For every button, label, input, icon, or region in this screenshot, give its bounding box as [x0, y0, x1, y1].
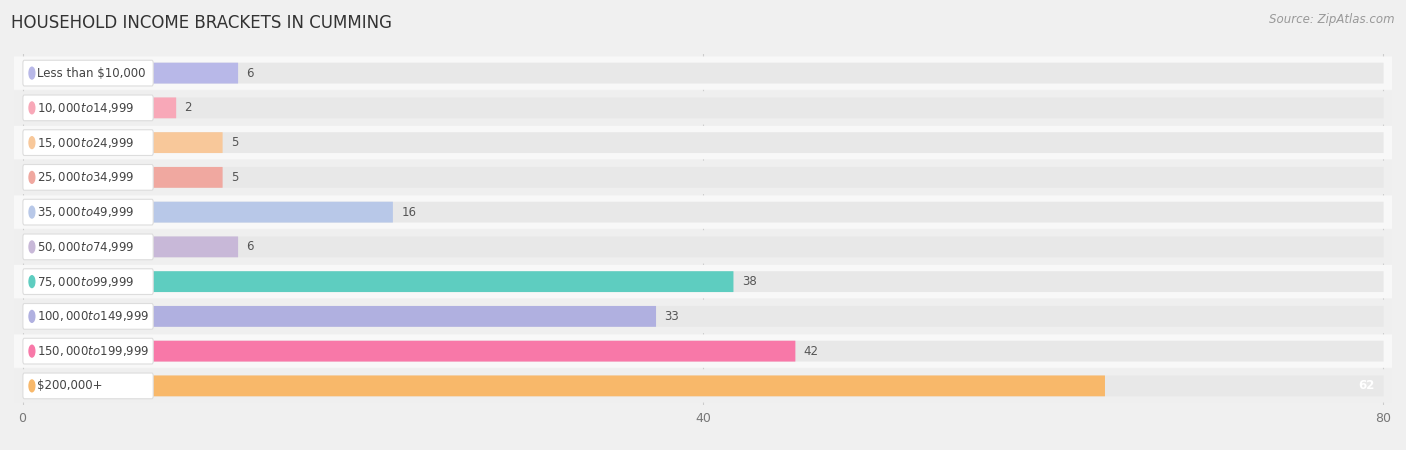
Text: 6: 6 — [246, 67, 254, 80]
Text: $15,000 to $24,999: $15,000 to $24,999 — [37, 135, 135, 149]
FancyBboxPatch shape — [145, 341, 796, 361]
Circle shape — [30, 276, 35, 288]
FancyBboxPatch shape — [22, 60, 153, 86]
Circle shape — [30, 241, 35, 253]
Text: 6: 6 — [246, 240, 254, 253]
FancyBboxPatch shape — [14, 161, 1392, 194]
Text: $25,000 to $34,999: $25,000 to $34,999 — [37, 171, 135, 184]
FancyBboxPatch shape — [22, 234, 153, 260]
FancyBboxPatch shape — [145, 202, 392, 223]
Text: 42: 42 — [804, 345, 818, 358]
FancyBboxPatch shape — [145, 271, 734, 292]
Text: 16: 16 — [401, 206, 416, 219]
FancyBboxPatch shape — [145, 202, 1384, 223]
FancyBboxPatch shape — [14, 334, 1392, 368]
FancyBboxPatch shape — [145, 306, 657, 327]
Text: 38: 38 — [742, 275, 756, 288]
FancyBboxPatch shape — [145, 236, 238, 257]
Text: 33: 33 — [665, 310, 679, 323]
FancyBboxPatch shape — [145, 132, 1384, 153]
FancyBboxPatch shape — [14, 230, 1392, 264]
Circle shape — [30, 171, 35, 183]
FancyBboxPatch shape — [14, 265, 1392, 298]
Text: 5: 5 — [231, 171, 239, 184]
Circle shape — [30, 310, 35, 322]
Text: Less than $10,000: Less than $10,000 — [37, 67, 146, 80]
FancyBboxPatch shape — [145, 63, 238, 84]
FancyBboxPatch shape — [14, 56, 1392, 90]
Circle shape — [30, 137, 35, 148]
FancyBboxPatch shape — [22, 165, 153, 190]
Text: 62: 62 — [1358, 379, 1374, 392]
Circle shape — [30, 102, 35, 114]
FancyBboxPatch shape — [22, 303, 153, 329]
FancyBboxPatch shape — [22, 199, 153, 225]
FancyBboxPatch shape — [22, 373, 153, 399]
Circle shape — [30, 380, 35, 392]
Text: HOUSEHOLD INCOME BRACKETS IN CUMMING: HOUSEHOLD INCOME BRACKETS IN CUMMING — [11, 14, 392, 32]
Text: $200,000+: $200,000+ — [37, 379, 103, 392]
Circle shape — [30, 345, 35, 357]
FancyBboxPatch shape — [14, 369, 1392, 403]
FancyBboxPatch shape — [145, 167, 1384, 188]
Text: $10,000 to $14,999: $10,000 to $14,999 — [37, 101, 135, 115]
FancyBboxPatch shape — [14, 91, 1392, 125]
FancyBboxPatch shape — [22, 95, 153, 121]
Text: $35,000 to $49,999: $35,000 to $49,999 — [37, 205, 135, 219]
FancyBboxPatch shape — [14, 300, 1392, 333]
FancyBboxPatch shape — [145, 341, 1384, 361]
FancyBboxPatch shape — [145, 98, 1384, 118]
Text: $50,000 to $74,999: $50,000 to $74,999 — [37, 240, 135, 254]
FancyBboxPatch shape — [145, 132, 222, 153]
Text: $150,000 to $199,999: $150,000 to $199,999 — [37, 344, 149, 358]
Text: Source: ZipAtlas.com: Source: ZipAtlas.com — [1270, 14, 1395, 27]
FancyBboxPatch shape — [145, 271, 1384, 292]
Text: $100,000 to $149,999: $100,000 to $149,999 — [37, 310, 149, 324]
FancyBboxPatch shape — [145, 63, 1384, 84]
FancyBboxPatch shape — [22, 338, 153, 364]
FancyBboxPatch shape — [14, 195, 1392, 229]
FancyBboxPatch shape — [14, 126, 1392, 159]
Text: 2: 2 — [184, 101, 193, 114]
FancyBboxPatch shape — [145, 375, 1105, 396]
FancyBboxPatch shape — [145, 98, 176, 118]
Circle shape — [30, 67, 35, 79]
FancyBboxPatch shape — [145, 375, 1384, 396]
Text: 5: 5 — [231, 136, 239, 149]
FancyBboxPatch shape — [145, 306, 1384, 327]
Text: $75,000 to $99,999: $75,000 to $99,999 — [37, 274, 135, 288]
FancyBboxPatch shape — [145, 236, 1384, 257]
FancyBboxPatch shape — [145, 167, 222, 188]
FancyBboxPatch shape — [22, 269, 153, 294]
FancyBboxPatch shape — [22, 130, 153, 156]
Circle shape — [30, 206, 35, 218]
